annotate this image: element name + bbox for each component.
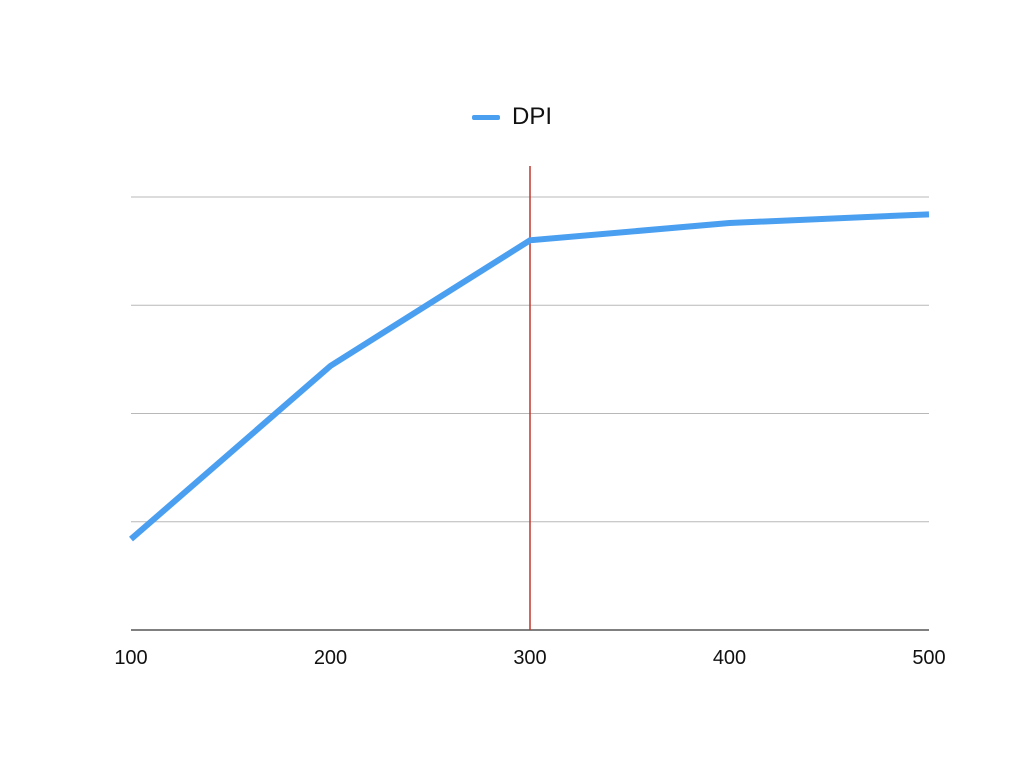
chart-legend: DPI	[0, 101, 1024, 133]
legend-swatch-dpi	[471, 114, 500, 120]
legend-label-dpi: DPI	[511, 103, 552, 130]
x-tick-label-500: 500	[912, 647, 945, 669]
x-tick-label-300: 300	[513, 647, 546, 669]
series-line-dpi	[129, 211, 930, 542]
x-tick-label-400: 400	[713, 647, 746, 669]
x-tick-label-200: 200	[314, 647, 347, 669]
x-tick-label-100: 100	[114, 647, 147, 669]
x-tick-labels: 100 200 300 400 500	[114, 647, 945, 669]
series-group	[129, 211, 930, 542]
